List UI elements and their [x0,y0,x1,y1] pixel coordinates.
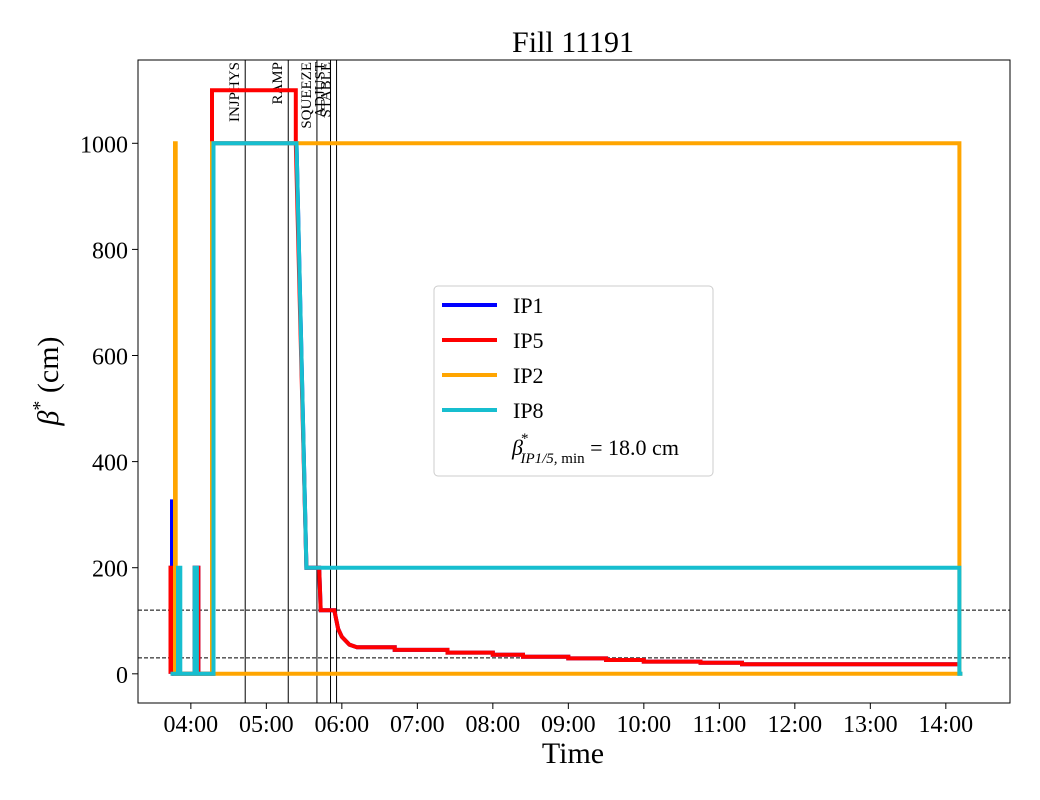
legend-label-ip5: IP5 [513,328,544,353]
x-tick-label: 04:00 [164,712,219,738]
x-tick-label: 10:00 [616,712,671,738]
y-axis-label: β* (cm) [29,336,65,426]
y-axis-label-unit: (cm) [32,336,65,400]
x-axis-ticks: 04:00 05:00 06:00 07:00 08:00 09:00 10:00 11:00… [164,703,973,738]
legend-label-ip8: IP8 [513,398,544,423]
phase-label-squeeze: SQUEEZE [299,62,315,129]
legend: IP1 IP5 IP2 IP8 β* IP1/5, min = 18.0 cm [433,285,714,477]
y-axis-label-star: * [29,401,51,411]
x-tick-label: 05:00 [239,712,294,738]
y-axis-ticks: 0 200 400 600 800 1000 [80,132,138,689]
x-tick-label: 14:00 [918,712,973,738]
y-tick-label: 1000 [80,132,128,158]
x-tick-label: 11:00 [692,712,746,738]
x-tick-label: 13:00 [843,712,898,738]
legend-box [433,285,714,477]
legend-note-beta: β [511,435,523,460]
y-tick-label: 600 [92,345,128,371]
legend-label-ip2: IP2 [513,363,544,388]
legend-note-subscript-min: min [561,451,585,467]
y-axis-label-beta: β [32,411,65,427]
x-tick-label: 09:00 [541,712,596,738]
legend-label-ip1: IP1 [513,293,544,318]
plot-frame [137,59,1011,704]
chart-title: Fill 11191 [512,26,634,59]
x-tick-label: 08:00 [466,712,521,738]
phase-label-adjust: ADJUST [313,62,329,118]
x-axis-label: Time [542,737,604,770]
x-tick-label: 07:00 [390,712,445,738]
x-tick-label: 06:00 [315,712,370,738]
phase-label-stable: STABLE [319,62,335,117]
legend-min-beta-note: β* IP1/5, min = 18.0 cm [511,431,679,467]
y-tick-label: 200 [92,557,128,583]
series-line-ip2 [173,141,960,676]
series-layer [168,88,963,676]
series-line-ip8 [170,141,963,676]
y-tick-label: 400 [92,451,128,477]
legend-note-value: = 18.0 cm [585,435,679,460]
x-tick-label: 12:00 [767,712,822,738]
threshold-lines [138,609,1010,659]
y-tick-label: 800 [92,238,128,264]
phase-label-ramp: RAMP [270,62,286,105]
y-tick-label: 0 [116,663,128,689]
legend-note-subscript: IP1/5, [519,451,561,467]
legend-note-star: * [521,431,529,447]
